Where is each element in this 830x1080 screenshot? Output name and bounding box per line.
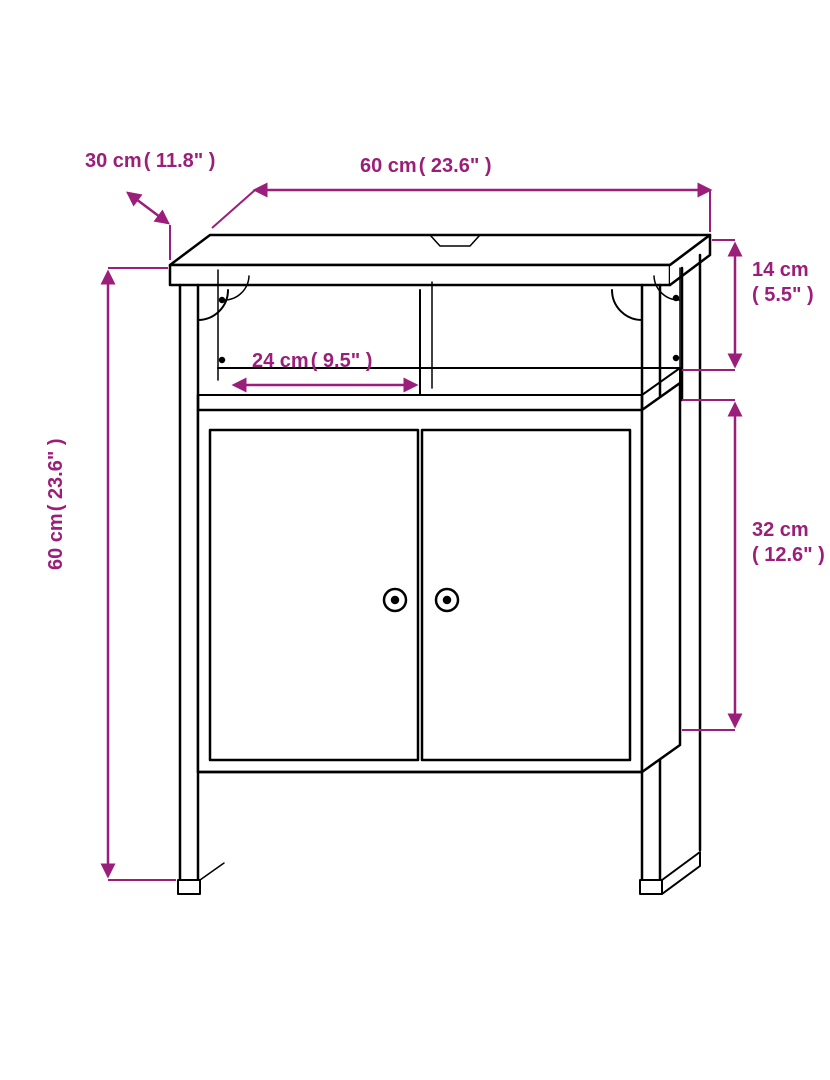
dim-width-label: 60 cm( 23.6" ) [360,155,492,178]
dim-topgap-label: 14 cm ( 5.5" ) [752,258,814,308]
cabinet-outline [170,235,710,894]
dim-depth-in: ( 11.8" ) [144,150,216,172]
dim-depth-label: 30 cm( 11.8" ) [85,150,215,173]
dim-shelf-label: 24 cm( 9.5" ) [252,350,372,373]
dim-door-label: 32 cm ( 12.6" ) [752,518,825,568]
dim-topgap-cm: 14 cm [752,258,814,283]
dim-height-in: ( 23.6" ) [45,438,67,511]
top-surface [170,235,710,265]
feet [178,852,700,894]
dim-height-cm: 60 cm [45,513,67,570]
dim-depth-cm: 30 cm [85,150,142,172]
drawing-canvas: 30 cm( 11.8" ) 60 cm( 23.6" ) 60 cm( 23.… [0,0,830,1080]
dim-width-cm: 60 cm [360,155,417,177]
dim-door-in: ( 12.6" ) [752,543,825,568]
top-edge [170,265,670,285]
dim-shelf-in: ( 9.5" ) [311,350,373,372]
dim-width-in: ( 23.6" ) [419,155,492,177]
dim-topgap-in: ( 5.5" ) [752,283,814,308]
bracket-front-left [198,290,228,320]
dim-door-cm: 32 cm [752,518,825,543]
dim-depth-line [128,193,168,223]
dim-height-label: 60 cm( 23.6" ) [45,438,68,570]
bracket-front-right [612,290,642,320]
cabinet-body-side [642,383,680,772]
dim-shelf-cm: 24 cm [252,350,309,372]
